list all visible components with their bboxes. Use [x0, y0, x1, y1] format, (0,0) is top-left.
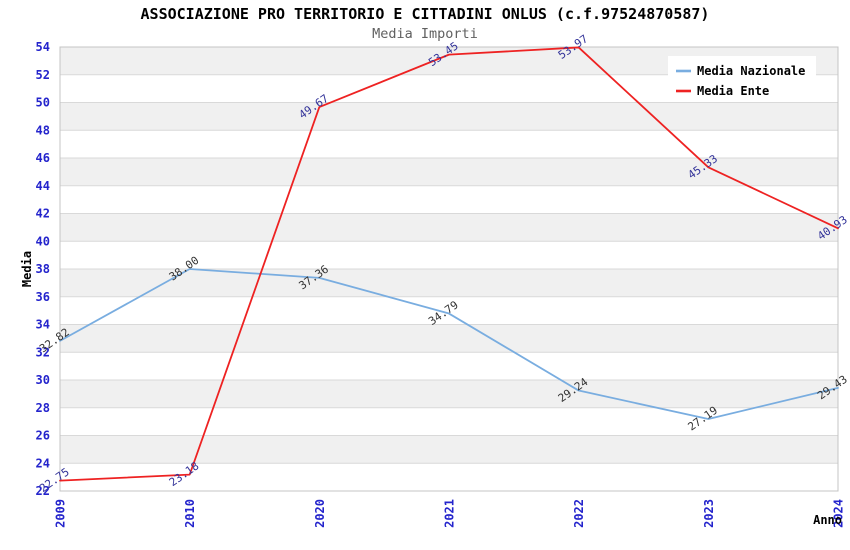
plot-band — [60, 185, 838, 214]
media-ente-line — [59, 46, 839, 482]
plot-border — [59, 46, 839, 492]
x-tick-label: 2022 — [572, 499, 586, 528]
plot-band — [60, 324, 838, 353]
y-tick-label: 38 — [36, 262, 50, 276]
y-tick-label: 42 — [36, 207, 50, 221]
plot-band — [60, 435, 838, 464]
plot-band — [60, 102, 838, 131]
plot-band — [60, 213, 838, 242]
y-tick-label: 48 — [36, 123, 50, 137]
y-tick-label: 32 — [36, 345, 50, 359]
chart-subtitle: Media Importi — [372, 26, 478, 42]
x-tick-label: 2009 — [54, 499, 68, 528]
x-tick-label: 2010 — [183, 499, 197, 528]
y-axis-title: Media — [20, 251, 34, 287]
y-tick-label: 36 — [36, 290, 50, 304]
legend-label: Media Ente — [697, 84, 769, 98]
plot-band — [60, 130, 838, 158]
plot-band — [60, 463, 838, 491]
y-tick-label: 50 — [36, 96, 50, 110]
y-tick-label: 44 — [36, 179, 50, 193]
y-tick-label: 54 — [36, 40, 50, 54]
x-tick-label: 2020 — [313, 499, 327, 528]
y-tick-label: 40 — [36, 234, 50, 248]
y-tick-label: 24 — [36, 456, 50, 470]
media-nazionale-line — [59, 268, 839, 420]
plot-band — [60, 158, 838, 186]
plot-band — [60, 380, 838, 408]
plot-band — [60, 241, 838, 269]
x-tick-label: 2023 — [702, 499, 716, 528]
y-tick-label: 30 — [36, 373, 50, 387]
x-tick-label: 2021 — [443, 499, 457, 528]
plot-band — [60, 407, 838, 436]
legend-label: Media Nazionale — [697, 64, 805, 78]
y-tick-label: 22 — [36, 484, 50, 498]
plot-band — [60, 296, 838, 325]
y-tick-label: 34 — [36, 318, 50, 332]
y-tick-label: 26 — [36, 429, 50, 443]
legend-box — [668, 56, 816, 102]
y-tick-label: 46 — [36, 151, 50, 165]
y-tick-label: 52 — [36, 68, 50, 82]
chart-title: ASSOCIAZIONE PRO TERRITORIO E CITTADINI … — [140, 5, 710, 23]
x-axis-title: Anno — [813, 513, 842, 527]
y-tick-label: 28 — [36, 401, 50, 415]
plot-band — [60, 352, 838, 380]
plot-band — [60, 269, 838, 297]
x-tick-label: 2024 — [832, 499, 846, 528]
